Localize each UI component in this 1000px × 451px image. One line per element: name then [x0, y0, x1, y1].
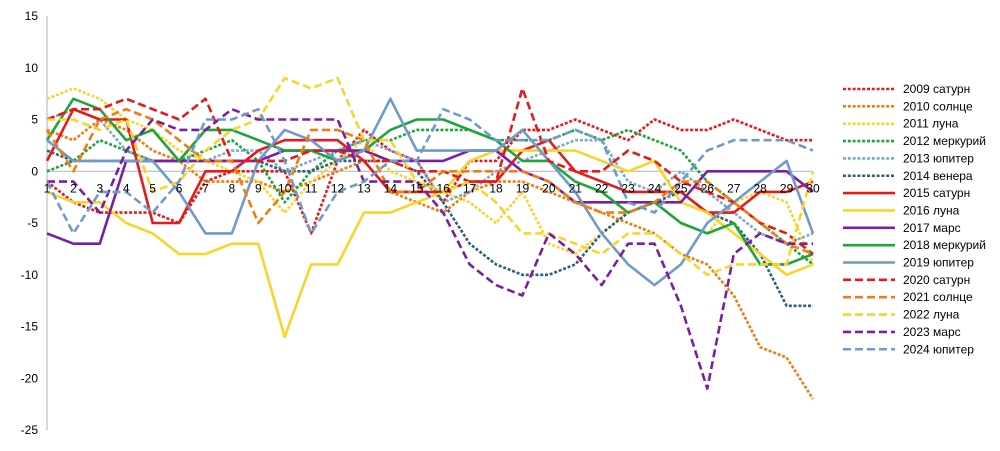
legend: 2009 сатурн 2010 солнце 2011 луна 2012 мерк…	[843, 82, 986, 356]
x-tick-label: 18	[489, 181, 503, 195]
x-tick-label: 30	[806, 181, 820, 195]
series-line-6	[46, 149, 813, 308]
x-tick-label: 28	[753, 181, 767, 195]
legend-label: 2024 юпитер	[903, 342, 974, 356]
y-tick-label: -25	[21, 423, 39, 437]
series-line-16	[45, 107, 814, 235]
x-tick-label: 17	[463, 181, 477, 195]
x-tick-label: 3	[96, 181, 103, 195]
y-tick-label: 0	[31, 164, 38, 178]
series-line-10	[45, 97, 814, 266]
y-tick-label: 5	[31, 113, 38, 127]
series-line-14	[47, 76, 815, 277]
x-tick-label: 7	[202, 181, 209, 195]
legend-label: 2011 луна	[903, 117, 959, 131]
x-tick-label: 2	[70, 181, 77, 195]
legend-label: 2013 юпитер	[903, 151, 974, 165]
y-tick-label: -10	[21, 268, 39, 282]
y-tick-label: -15	[21, 320, 39, 334]
x-tick-label: 20	[542, 181, 556, 195]
legend-label: 2020 сатурн	[903, 273, 970, 287]
y-tick-label: -20	[21, 371, 39, 385]
legend-label: 2010 солнце	[903, 99, 973, 113]
x-tick-label: 5	[149, 181, 156, 195]
legend-label: 2022 луна	[903, 308, 960, 322]
x-tick-label: 19	[516, 181, 530, 195]
series-layer	[45, 76, 815, 400]
series-line-13	[45, 107, 814, 256]
legend-label: 2018 меркурий	[903, 238, 986, 252]
x-tick-label: 21	[569, 181, 583, 195]
legend-label: 2009 сатурн	[903, 82, 970, 96]
x-tick-label: 27	[727, 181, 741, 195]
x-tick-label: 6	[176, 181, 183, 195]
x-tick-label: 9	[255, 181, 262, 195]
series-line-3	[46, 87, 815, 265]
legend-label: 2021 солнце	[903, 290, 973, 304]
x-tick-label: 10	[278, 181, 292, 195]
legend-label: 2019 юпитер	[903, 256, 974, 270]
x-tick-label: 26	[701, 181, 715, 195]
x-tick-labels: 1 2 3 4 5 6 7 8 9 10 11 12 13 14 15 16 17 18 19 20 21 22 23 24 2…	[44, 181, 820, 195]
legend-label: 2016 луна	[903, 203, 960, 217]
x-tick-label: 15	[410, 181, 424, 195]
series-line-12	[46, 87, 814, 256]
x-tick-label: 12	[331, 181, 345, 195]
x-tick-label: 22	[595, 181, 609, 195]
series-line-8	[46, 149, 814, 339]
y-tick-label: 15	[25, 9, 39, 23]
x-tick-label: 29	[780, 181, 794, 195]
x-tick-label: 25	[674, 181, 688, 195]
legend-label: 2023 марс	[903, 325, 961, 339]
legend-label: 2014 венера	[903, 169, 973, 183]
x-tick-label: 24	[648, 181, 662, 195]
x-tick-label: 16	[437, 181, 451, 195]
legend-label: 2015 сатурн	[903, 186, 970, 200]
x-tick-label: 4	[123, 181, 130, 195]
x-tick-label: 23	[621, 181, 635, 195]
series-line-15	[47, 107, 813, 390]
x-tick-label: 13	[357, 181, 371, 195]
legend-label: 2012 меркурий	[903, 134, 986, 148]
series-line-9	[46, 149, 814, 245]
x-tick-label: 8	[229, 181, 236, 195]
x-tick-label: 1	[44, 181, 51, 195]
x-tick-label: 14	[384, 181, 398, 195]
legend-label: 2017 марс	[903, 221, 961, 235]
y-tick-label: 10	[25, 61, 39, 75]
y-tick-label: -5	[27, 216, 38, 230]
x-tick-label: 11	[305, 181, 318, 195]
